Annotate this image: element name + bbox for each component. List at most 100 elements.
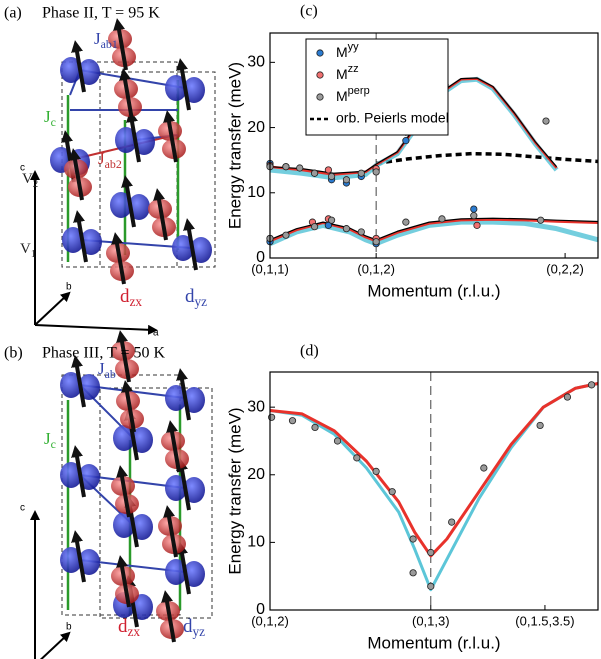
spin-arrow	[71, 530, 86, 583]
axis-letter: b	[66, 282, 72, 293]
spin-arrow	[161, 590, 176, 643]
axis-letter: c	[20, 163, 25, 174]
structure-label: dzx	[118, 616, 140, 639]
data-point	[327, 172, 336, 181]
spin-arrow	[71, 445, 86, 498]
data-point	[310, 223, 319, 231]
x-axis-label: Momentum (r.l.u.)	[367, 633, 500, 652]
y-axis-label: Energy transfer (meV)	[225, 407, 244, 574]
y-tick-label: 10	[247, 534, 265, 551]
y-tick-label: 30	[247, 54, 265, 71]
label-main: d	[185, 286, 195, 307]
dyz-lobe	[60, 547, 82, 573]
data-point	[587, 381, 596, 389]
dyz-lobe	[60, 462, 82, 488]
theory-line	[269, 217, 599, 241]
legend-box	[305, 38, 449, 136]
dyz-lobe	[115, 127, 137, 153]
data-point	[473, 221, 481, 229]
data-point	[409, 535, 417, 543]
data-point	[448, 518, 456, 526]
legend-entry: Myy	[336, 41, 359, 60]
data-point	[372, 467, 380, 475]
legend-entry: Mperp	[336, 85, 370, 104]
legend-superscript: yy	[348, 41, 360, 53]
x-tick-label: (0,1,3)	[412, 613, 450, 628]
plot-frame	[269, 371, 599, 611]
spin-arrow	[119, 68, 134, 121]
x-tick-label: (0,1,1)	[251, 261, 289, 276]
spin-arrow	[176, 458, 191, 511]
y-axis-label: Energy transfer (meV)	[225, 62, 244, 229]
data-point	[357, 228, 365, 236]
data-point	[311, 423, 319, 432]
y-tick-label: 10	[247, 184, 265, 201]
data-point	[333, 437, 342, 445]
structure-label: Jab	[98, 359, 116, 381]
panel-title: Phase II, T = 95 K	[42, 5, 160, 22]
data-point	[353, 454, 361, 462]
axis-letter: c	[20, 503, 25, 514]
data-point	[470, 212, 478, 220]
structure-label: V1	[20, 241, 36, 260]
theory-line	[269, 382, 599, 558]
data-point	[470, 205, 478, 213]
legend-swatch	[316, 93, 324, 101]
structure-label: V2	[22, 171, 38, 190]
label-sub: yz	[193, 624, 206, 639]
data-point	[342, 176, 351, 184]
structure-label: dzx	[120, 286, 142, 309]
y-tick-label: 20	[247, 466, 265, 483]
data-point	[388, 488, 396, 496]
data-point	[324, 166, 332, 174]
data-point	[427, 582, 435, 590]
label-sub: zx	[128, 624, 141, 639]
axis-letter: a	[153, 328, 159, 339]
data-point	[409, 569, 417, 577]
theory-line	[268, 219, 599, 247]
data-point	[342, 225, 351, 233]
theory-line	[269, 382, 599, 592]
legend-swatch	[316, 71, 324, 79]
structure-label: dyz	[185, 286, 207, 309]
cell-box	[99, 71, 216, 268]
label-main: J	[94, 29, 101, 48]
label-sub: ab2	[105, 157, 122, 171]
dyz-lobe	[60, 57, 82, 83]
spin-arrow	[166, 420, 181, 473]
spin-arrow	[153, 188, 168, 241]
label-main: V	[22, 171, 33, 187]
legend-entry: orb. Peierls model	[336, 110, 449, 126]
data-point	[438, 215, 446, 223]
label-main: J	[98, 359, 105, 378]
label-main: J	[44, 429, 51, 448]
legend-base: M	[336, 88, 348, 104]
data-point	[357, 169, 365, 177]
data-point	[372, 238, 380, 246]
structure-label: Jc	[44, 429, 56, 451]
data-point	[402, 137, 410, 145]
spin-arrow	[116, 555, 131, 608]
spin-arrow	[163, 505, 178, 558]
label-sub: ab1	[101, 37, 118, 51]
spin-arrow	[121, 175, 136, 228]
panel-label: (d)	[300, 343, 319, 360]
panel-label: (a)	[4, 5, 22, 22]
label-sub: 1	[31, 249, 36, 260]
dyz-lobe	[62, 227, 84, 253]
spin-arrow	[163, 110, 178, 163]
data-point	[310, 169, 319, 177]
data-point	[282, 163, 290, 171]
label-sub: c	[51, 437, 56, 451]
spin-arrow	[176, 58, 191, 111]
theory-line	[269, 218, 599, 243]
data-point	[296, 164, 304, 172]
spin-arrow	[73, 210, 88, 263]
legend-base: M	[336, 44, 348, 60]
dyz-lobe	[165, 559, 187, 585]
structure-label: Jab1	[94, 29, 118, 51]
model-line	[375, 151, 599, 166]
data-point	[372, 168, 380, 176]
legend-superscript: perp	[348, 85, 370, 97]
